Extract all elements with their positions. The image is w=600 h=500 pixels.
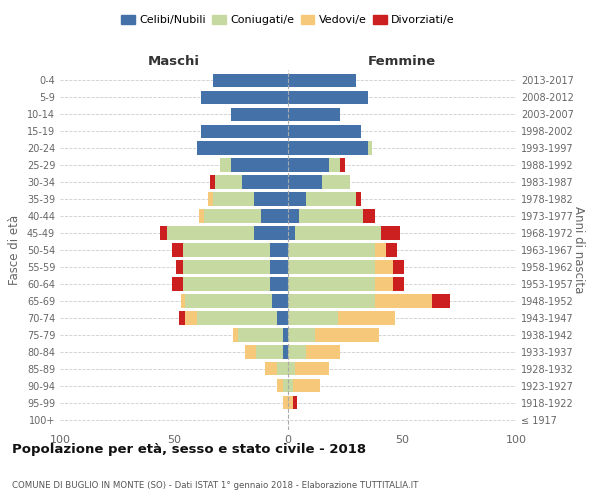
Bar — [288, 379, 293, 392]
Bar — [288, 278, 374, 290]
Bar — [277, 312, 288, 324]
Text: Femmine: Femmine — [368, 56, 436, 68]
Bar — [183, 278, 270, 290]
Text: COMUNE DI BUGLIO IN MONTE (SO) - Dati ISTAT 1° gennaio 2018 - Elaborazione TUTTI: COMUNE DI BUGLIO IN MONTE (SO) - Dati IS… — [12, 480, 418, 490]
Bar — [213, 74, 288, 87]
Bar — [254, 192, 288, 205]
Bar — [288, 312, 338, 324]
Bar — [288, 124, 361, 138]
Bar — [322, 176, 350, 188]
Bar — [288, 90, 368, 104]
Bar — [167, 226, 254, 239]
Bar — [197, 142, 288, 154]
Bar — [295, 362, 329, 376]
Bar — [288, 210, 299, 222]
Bar — [203, 210, 260, 222]
Y-axis label: Anni di nascita: Anni di nascita — [572, 206, 585, 294]
Bar — [277, 379, 283, 392]
Bar — [299, 210, 363, 222]
Bar — [293, 379, 320, 392]
Bar — [431, 294, 450, 308]
Bar — [288, 328, 316, 342]
Bar — [288, 244, 374, 256]
Bar — [160, 226, 167, 239]
Bar — [185, 312, 197, 324]
Bar — [288, 74, 356, 87]
Bar — [270, 244, 288, 256]
Bar — [233, 328, 238, 342]
Bar — [283, 396, 288, 409]
Bar — [260, 210, 288, 222]
Bar — [288, 226, 295, 239]
Bar — [179, 312, 185, 324]
Bar — [283, 346, 288, 358]
Bar — [374, 260, 393, 274]
Bar — [215, 176, 242, 188]
Bar — [374, 294, 431, 308]
Bar — [181, 294, 185, 308]
Bar — [231, 108, 288, 121]
Bar — [374, 244, 386, 256]
Bar — [254, 226, 288, 239]
Bar — [293, 396, 297, 409]
Bar — [202, 90, 288, 104]
Bar — [183, 244, 270, 256]
Bar — [288, 362, 295, 376]
Bar — [208, 192, 213, 205]
Bar — [183, 260, 270, 274]
Bar — [386, 244, 397, 256]
Bar — [197, 312, 277, 324]
Legend: Celibi/Nubili, Coniugati/e, Vedovi/e, Divorziati/e: Celibi/Nubili, Coniugati/e, Vedovi/e, Di… — [117, 10, 459, 30]
Bar — [265, 362, 277, 376]
Bar — [245, 346, 256, 358]
Bar — [283, 328, 288, 342]
Bar — [288, 158, 329, 172]
Bar — [270, 278, 288, 290]
Bar — [176, 260, 183, 274]
Bar — [242, 176, 288, 188]
Bar — [374, 278, 393, 290]
Bar — [220, 158, 231, 172]
Bar — [277, 362, 288, 376]
Bar — [288, 108, 340, 121]
Bar — [272, 294, 288, 308]
Bar — [295, 226, 382, 239]
Bar — [288, 346, 306, 358]
Bar — [185, 294, 272, 308]
Bar — [211, 176, 215, 188]
Text: Maschi: Maschi — [148, 56, 200, 68]
Y-axis label: Fasce di età: Fasce di età — [8, 215, 21, 285]
Bar — [363, 210, 374, 222]
Bar — [329, 158, 340, 172]
Bar — [306, 192, 356, 205]
Bar — [393, 278, 404, 290]
Bar — [213, 192, 254, 205]
Bar — [199, 210, 203, 222]
Text: Popolazione per età, sesso e stato civile - 2018: Popolazione per età, sesso e stato civil… — [12, 442, 366, 456]
Bar — [316, 328, 379, 342]
Bar — [356, 192, 361, 205]
Bar — [172, 278, 183, 290]
Bar — [238, 328, 283, 342]
Bar — [393, 260, 404, 274]
Bar — [306, 346, 340, 358]
Bar — [288, 294, 374, 308]
Bar — [270, 260, 288, 274]
Bar — [288, 142, 368, 154]
Bar — [288, 396, 293, 409]
Bar — [283, 379, 288, 392]
Bar — [256, 346, 283, 358]
Bar — [288, 192, 306, 205]
Bar — [202, 124, 288, 138]
Bar — [288, 260, 374, 274]
Bar — [382, 226, 400, 239]
Bar — [340, 158, 345, 172]
Bar — [172, 244, 183, 256]
Bar — [338, 312, 395, 324]
Bar — [231, 158, 288, 172]
Bar — [288, 176, 322, 188]
Bar — [368, 142, 373, 154]
